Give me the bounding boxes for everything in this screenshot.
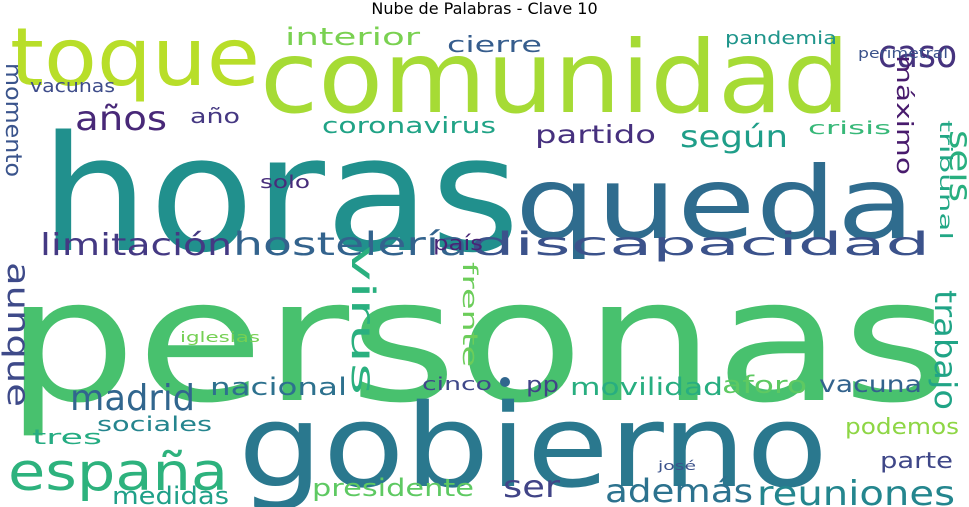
- cloud-word: interior: [285, 23, 420, 51]
- cloud-word: seis: [942, 130, 969, 202]
- cloud-word: según: [680, 120, 788, 155]
- cloud-word: partido: [535, 120, 656, 149]
- cloud-word: aforo: [722, 371, 807, 399]
- cloud-word: solo: [260, 172, 310, 193]
- cloud-word: crisis: [808, 118, 891, 139]
- page-title: Nube de Palabras - Clave 10: [371, 0, 598, 18]
- cloud-word: presidente: [312, 474, 474, 502]
- cloud-word: hostelería: [233, 225, 468, 263]
- cloud-word: coronavirus: [322, 114, 496, 139]
- cloud-word: josé: [656, 459, 696, 473]
- cloud-word: medidas: [112, 482, 229, 507]
- cloud-word: personas: [5, 243, 950, 441]
- cloud-word: cinco: [422, 374, 492, 395]
- cloud-word: perimetral: [858, 46, 948, 62]
- cloud-word: movilidad: [570, 373, 723, 401]
- cloud-word: trabajo: [927, 290, 962, 410]
- cloud-word: pandemia: [725, 28, 837, 49]
- cloud-word: comunidad: [260, 19, 850, 136]
- cloud-word: gobierno: [238, 380, 828, 507]
- cloud-word: aunque: [0, 262, 35, 407]
- cloud-word: años: [75, 99, 167, 139]
- cloud-word: pp: [526, 373, 559, 398]
- cloud-word: queda: [515, 145, 915, 262]
- cloud-word: parte: [880, 449, 953, 474]
- cloud-word: tribunal: [935, 120, 955, 240]
- cloud-word: madrid: [70, 378, 195, 419]
- cloud-word: iglesias: [180, 330, 260, 346]
- cloud-word: ser: [503, 470, 561, 505]
- cloud-word: horas: [40, 101, 520, 288]
- cloud-word: españa: [8, 443, 228, 503]
- cloud-word: vacunas: [30, 76, 115, 97]
- cloud-word: vacuna: [819, 372, 922, 398]
- cloud-word: país: [433, 231, 483, 255]
- cloud-word: toque: [10, 11, 260, 104]
- cloud-word: frente: [458, 262, 482, 367]
- cloud-word: caso: [878, 32, 957, 76]
- cloud-word: virus: [344, 245, 382, 395]
- cloud-word: nacional: [210, 373, 347, 401]
- cloud-word: cierre: [447, 33, 542, 58]
- cloud-word: sociales: [97, 412, 212, 436]
- dot-mark: [500, 377, 510, 387]
- cloud-word: limitación: [40, 228, 232, 263]
- cloud-word: tres: [32, 425, 102, 449]
- cloud-word: reuniones: [757, 474, 955, 507]
- cloud-word: año: [190, 104, 240, 128]
- cloud-word: podemos: [845, 415, 959, 440]
- cloud-word: además: [605, 472, 753, 507]
- cloud-word: discapacidad: [470, 225, 930, 263]
- cloud-word: máximo: [891, 55, 916, 175]
- cloud-word: momento: [0, 63, 25, 177]
